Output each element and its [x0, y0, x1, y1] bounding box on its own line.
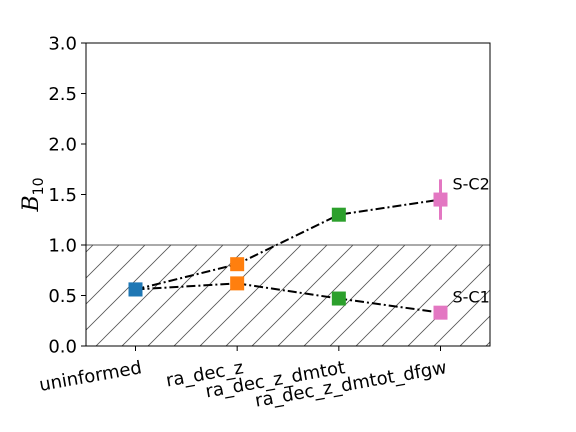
markers-layer [128, 179, 448, 320]
y-tick-label: 2.5 [48, 84, 77, 105]
hatched-region [86, 245, 490, 346]
y-tick-label: 1.0 [48, 236, 77, 257]
series-2-marker [433, 305, 448, 320]
series-2-marker [331, 291, 346, 306]
series-2-line [135, 282, 441, 314]
series-1-line [135, 198, 441, 291]
series-1-marker [433, 192, 448, 207]
axes-layer [81, 42, 491, 351]
y-tick-label: 0.0 [48, 337, 77, 358]
y-tick-label: 0.5 [48, 286, 77, 307]
series-1-marker [230, 257, 245, 272]
series-2-marker [128, 282, 143, 297]
y-tick-label: 2.0 [48, 135, 77, 156]
y-axis-label: B10 [19, 178, 47, 213]
series-1-marker [331, 207, 346, 222]
hatched-region-layer [86, 244, 490, 346]
y-tick-label: 1.5 [48, 185, 77, 206]
y-axis-label-sub: 10 [31, 178, 47, 196]
y-tick-label: 3.0 [48, 34, 77, 55]
series-lines-layer [135, 198, 441, 314]
series-2-marker [230, 276, 245, 291]
annotation-label: S-C2 [453, 175, 490, 194]
annotation-label: S-C1 [453, 288, 490, 307]
x-tick-label: uninformed [38, 357, 144, 396]
y-axis-label-main: B [19, 195, 44, 212]
